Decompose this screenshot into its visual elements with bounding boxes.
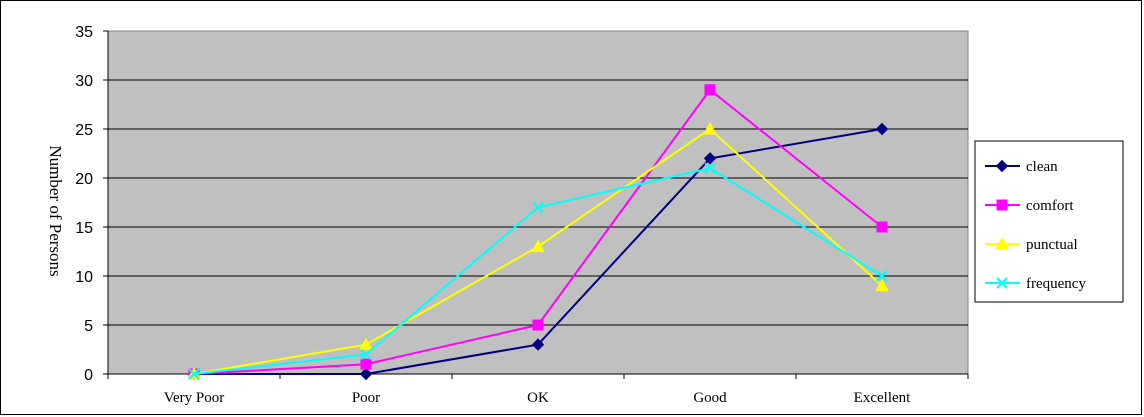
data-point-punctual <box>703 121 717 135</box>
legend-item-clean: clean <box>985 159 1058 175</box>
legend-label: frequency <box>1026 276 1086 292</box>
legend-label: comfort <box>1026 198 1074 214</box>
y-tick-label: 15 <box>75 220 93 237</box>
data-point-comfort <box>360 358 372 370</box>
legend-marker <box>996 199 1008 211</box>
legend-marker <box>996 277 1008 289</box>
data-point-frequency <box>188 368 200 380</box>
legend-item-frequency: frequency <box>985 276 1086 292</box>
x-tick-label: Poor <box>352 390 380 406</box>
y-tick-label: 30 <box>75 73 93 90</box>
series-frequency <box>188 162 888 380</box>
legend-marker <box>995 159 1009 173</box>
grid-lines <box>108 79 968 326</box>
data-point-clean <box>359 367 373 381</box>
data-point-frequency <box>704 162 716 174</box>
x-tick-label: Good <box>693 390 727 406</box>
y-axis-title: Number of Persons <box>46 145 65 276</box>
y-tick-label: 0 <box>84 367 93 384</box>
data-point-punctual <box>531 239 545 253</box>
data-point-punctual <box>875 278 889 292</box>
legend-item-comfort: comfort <box>985 198 1074 214</box>
data-point-comfort <box>704 84 716 96</box>
data-point-clean <box>703 152 717 165</box>
x-tick-label: Very Poor <box>164 390 224 406</box>
data-point-clean <box>531 338 545 351</box>
data-point-frequency <box>360 348 372 361</box>
legend-item-punctual: punctual <box>985 236 1078 253</box>
plot-area <box>107 30 969 375</box>
data-point-frequency <box>532 201 544 214</box>
y-tick-label: 20 <box>75 171 93 188</box>
data-point-clean <box>875 122 889 136</box>
legend-label: clean <box>1026 159 1058 175</box>
x-tick-label: OK <box>527 390 549 406</box>
data-point-punctual <box>359 337 373 351</box>
legend: clean comfort punctual frequency <box>974 140 1124 303</box>
y-tick-label: 5 <box>84 318 93 335</box>
legend-label: punctual <box>1026 237 1078 253</box>
data-point-frequency <box>876 270 888 282</box>
y-tick-label: 35 <box>75 24 93 41</box>
legend-marker <box>995 236 1009 250</box>
x-tick-label: Excellent <box>854 390 911 406</box>
series-layer <box>187 84 889 381</box>
data-point-comfort <box>876 221 888 233</box>
data-point-comfort <box>532 319 544 331</box>
y-tick-label: 25 <box>75 122 93 139</box>
x-axis-ticks: Very Poor Poor OK Good Excellent <box>107 374 969 406</box>
y-tick-label: 10 <box>75 269 93 286</box>
